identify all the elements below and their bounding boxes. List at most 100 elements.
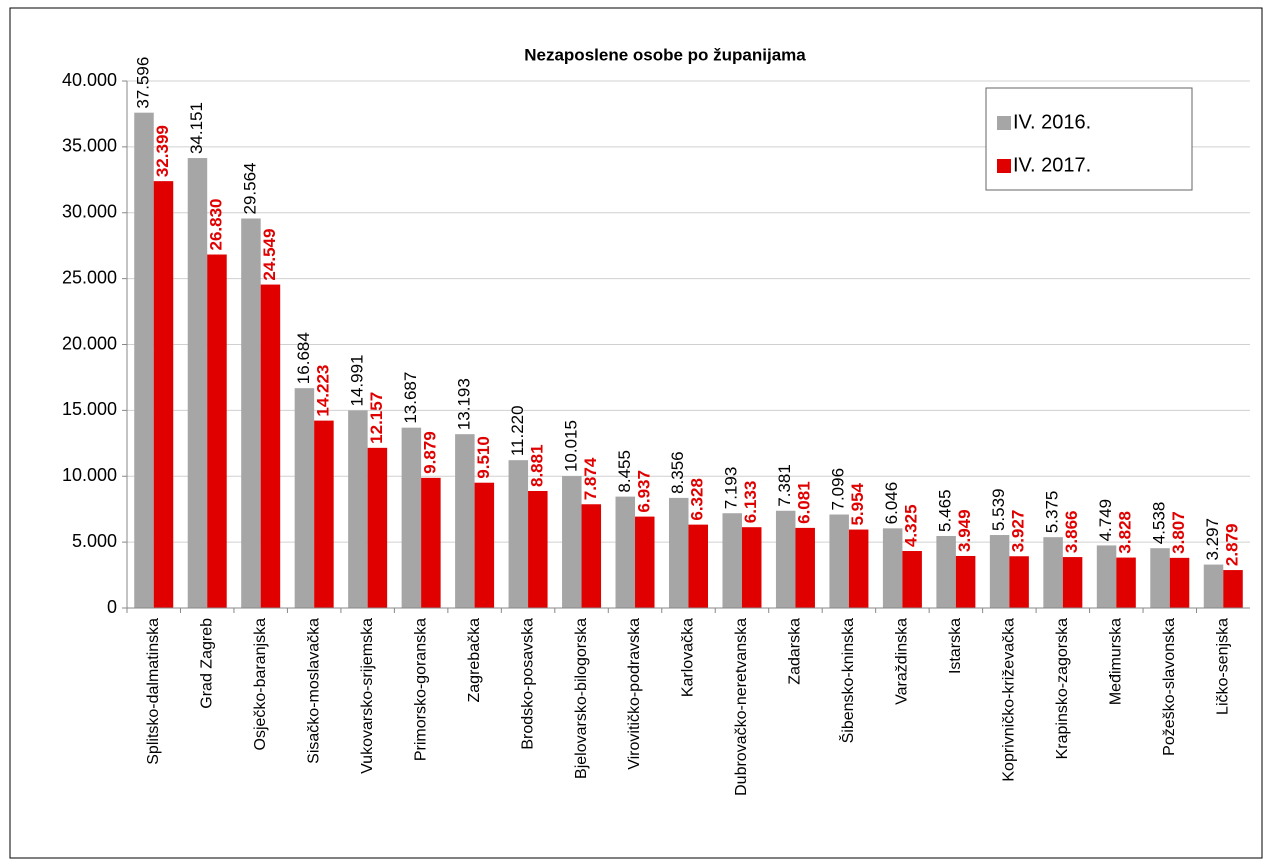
bar — [455, 434, 475, 608]
data-label: 6.046 — [882, 482, 901, 525]
data-label: 7.096 — [829, 468, 848, 511]
data-label: 3.927 — [1009, 510, 1028, 553]
data-label: 13.193 — [454, 378, 473, 430]
legend-label: IV. 2016. — [1013, 111, 1091, 133]
data-label: 10.015 — [561, 420, 580, 472]
bar — [635, 516, 655, 608]
data-label: 4.749 — [1096, 499, 1115, 542]
chart-title: Nezaposlene osobe po županijama — [524, 45, 806, 64]
bar — [688, 524, 708, 608]
data-label: 9.879 — [420, 431, 439, 474]
bar — [1203, 564, 1224, 608]
x-tick-label: Sisačko-moslavačka — [305, 618, 322, 764]
bar — [241, 218, 261, 608]
y-tick-label: 40.000 — [62, 70, 117, 90]
data-label: 3.297 — [1203, 518, 1222, 561]
data-label: 14.223 — [313, 365, 332, 417]
bar — [1169, 557, 1190, 608]
bar — [775, 510, 796, 608]
bar — [1116, 557, 1136, 608]
data-label: 29.564 — [240, 162, 259, 214]
data-label: 3.807 — [1169, 511, 1188, 554]
x-tick-label: Primorsko-goranska — [412, 618, 429, 761]
data-label: 8.356 — [668, 451, 687, 494]
bar — [528, 490, 548, 608]
x-tick-label: Virovitičko-podravska — [626, 618, 643, 770]
data-label: 5.954 — [848, 482, 867, 525]
bar — [1223, 570, 1243, 608]
bar — [260, 284, 281, 608]
data-label: 11.220 — [508, 405, 527, 456]
data-label: 32.399 — [153, 125, 172, 177]
bar — [848, 529, 869, 608]
bar — [955, 555, 976, 608]
data-label: 4.538 — [1150, 502, 1169, 545]
bar — [1150, 548, 1170, 608]
data-label: 34.151 — [187, 102, 206, 154]
data-label: 6.937 — [634, 470, 653, 513]
data-label: 3.866 — [1062, 511, 1081, 554]
bar — [882, 528, 903, 608]
bar — [562, 476, 582, 608]
data-label: 4.325 — [902, 504, 921, 547]
y-tick-label: 5.000 — [72, 531, 117, 551]
bar — [829, 514, 849, 608]
data-label: 6.081 — [795, 481, 814, 524]
bar — [722, 513, 742, 608]
bar — [741, 527, 762, 608]
bar — [1062, 557, 1083, 608]
data-label: 16.684 — [294, 332, 313, 384]
legend-swatch — [997, 159, 1011, 173]
data-label: 5.465 — [936, 489, 955, 532]
bar — [348, 410, 368, 608]
data-label: 3.828 — [1116, 511, 1135, 554]
data-label: 24.549 — [260, 229, 279, 281]
x-tick-label: Osječko-baranjska — [252, 618, 269, 751]
y-tick-label: 30.000 — [62, 202, 117, 222]
bar — [615, 496, 636, 608]
bar — [314, 420, 334, 608]
data-label: 14.991 — [347, 354, 366, 406]
x-tick-label: Karlovačka — [680, 618, 697, 697]
data-label: 6.328 — [688, 478, 707, 521]
y-tick-label: 15.000 — [62, 399, 117, 419]
bar — [421, 477, 441, 608]
bar — [581, 504, 602, 608]
y-tick-label: 0 — [107, 597, 117, 617]
bar — [1043, 537, 1063, 608]
x-tick-label: Koprivničko-križevačka — [1001, 618, 1018, 782]
data-label: 9.510 — [474, 436, 493, 479]
bar — [1009, 556, 1029, 608]
bar — [401, 427, 422, 608]
data-label: 37.596 — [133, 57, 152, 109]
y-tick-label: 35.000 — [62, 136, 117, 156]
data-label: 8.881 — [527, 444, 546, 487]
bar — [795, 527, 815, 608]
x-tick-label: Bjelovarsko-bilogorska — [573, 618, 590, 779]
data-label: 2.879 — [1222, 524, 1241, 567]
data-label: 5.539 — [989, 488, 1008, 531]
legend-label: IV. 2017. — [1013, 154, 1091, 176]
bar — [936, 535, 956, 608]
bar — [187, 158, 208, 608]
x-tick-label: Grad Zagreb — [198, 618, 215, 709]
data-label: 13.687 — [401, 372, 420, 424]
bar — [989, 535, 1010, 608]
x-tick-label: Brodsko-posavska — [519, 618, 536, 750]
bar — [902, 551, 922, 608]
data-label: 12.157 — [367, 392, 386, 444]
bar — [207, 254, 227, 608]
bar — [474, 482, 495, 608]
x-tick-label: Splitsko-dalmatinska — [145, 618, 162, 765]
y-tick-label: 25.000 — [62, 267, 117, 287]
legend-swatch — [997, 116, 1011, 130]
x-tick-label: Zadarska — [787, 618, 804, 685]
x-tick-label: Ličko-senjska — [1214, 618, 1231, 715]
bar — [294, 388, 315, 608]
x-tick-label: Šibensko-kninska — [838, 618, 857, 744]
y-tick-label: 20.000 — [62, 333, 117, 353]
data-label: 7.381 — [775, 464, 794, 507]
data-label: 7.874 — [581, 457, 600, 500]
data-label: 6.133 — [741, 481, 760, 524]
